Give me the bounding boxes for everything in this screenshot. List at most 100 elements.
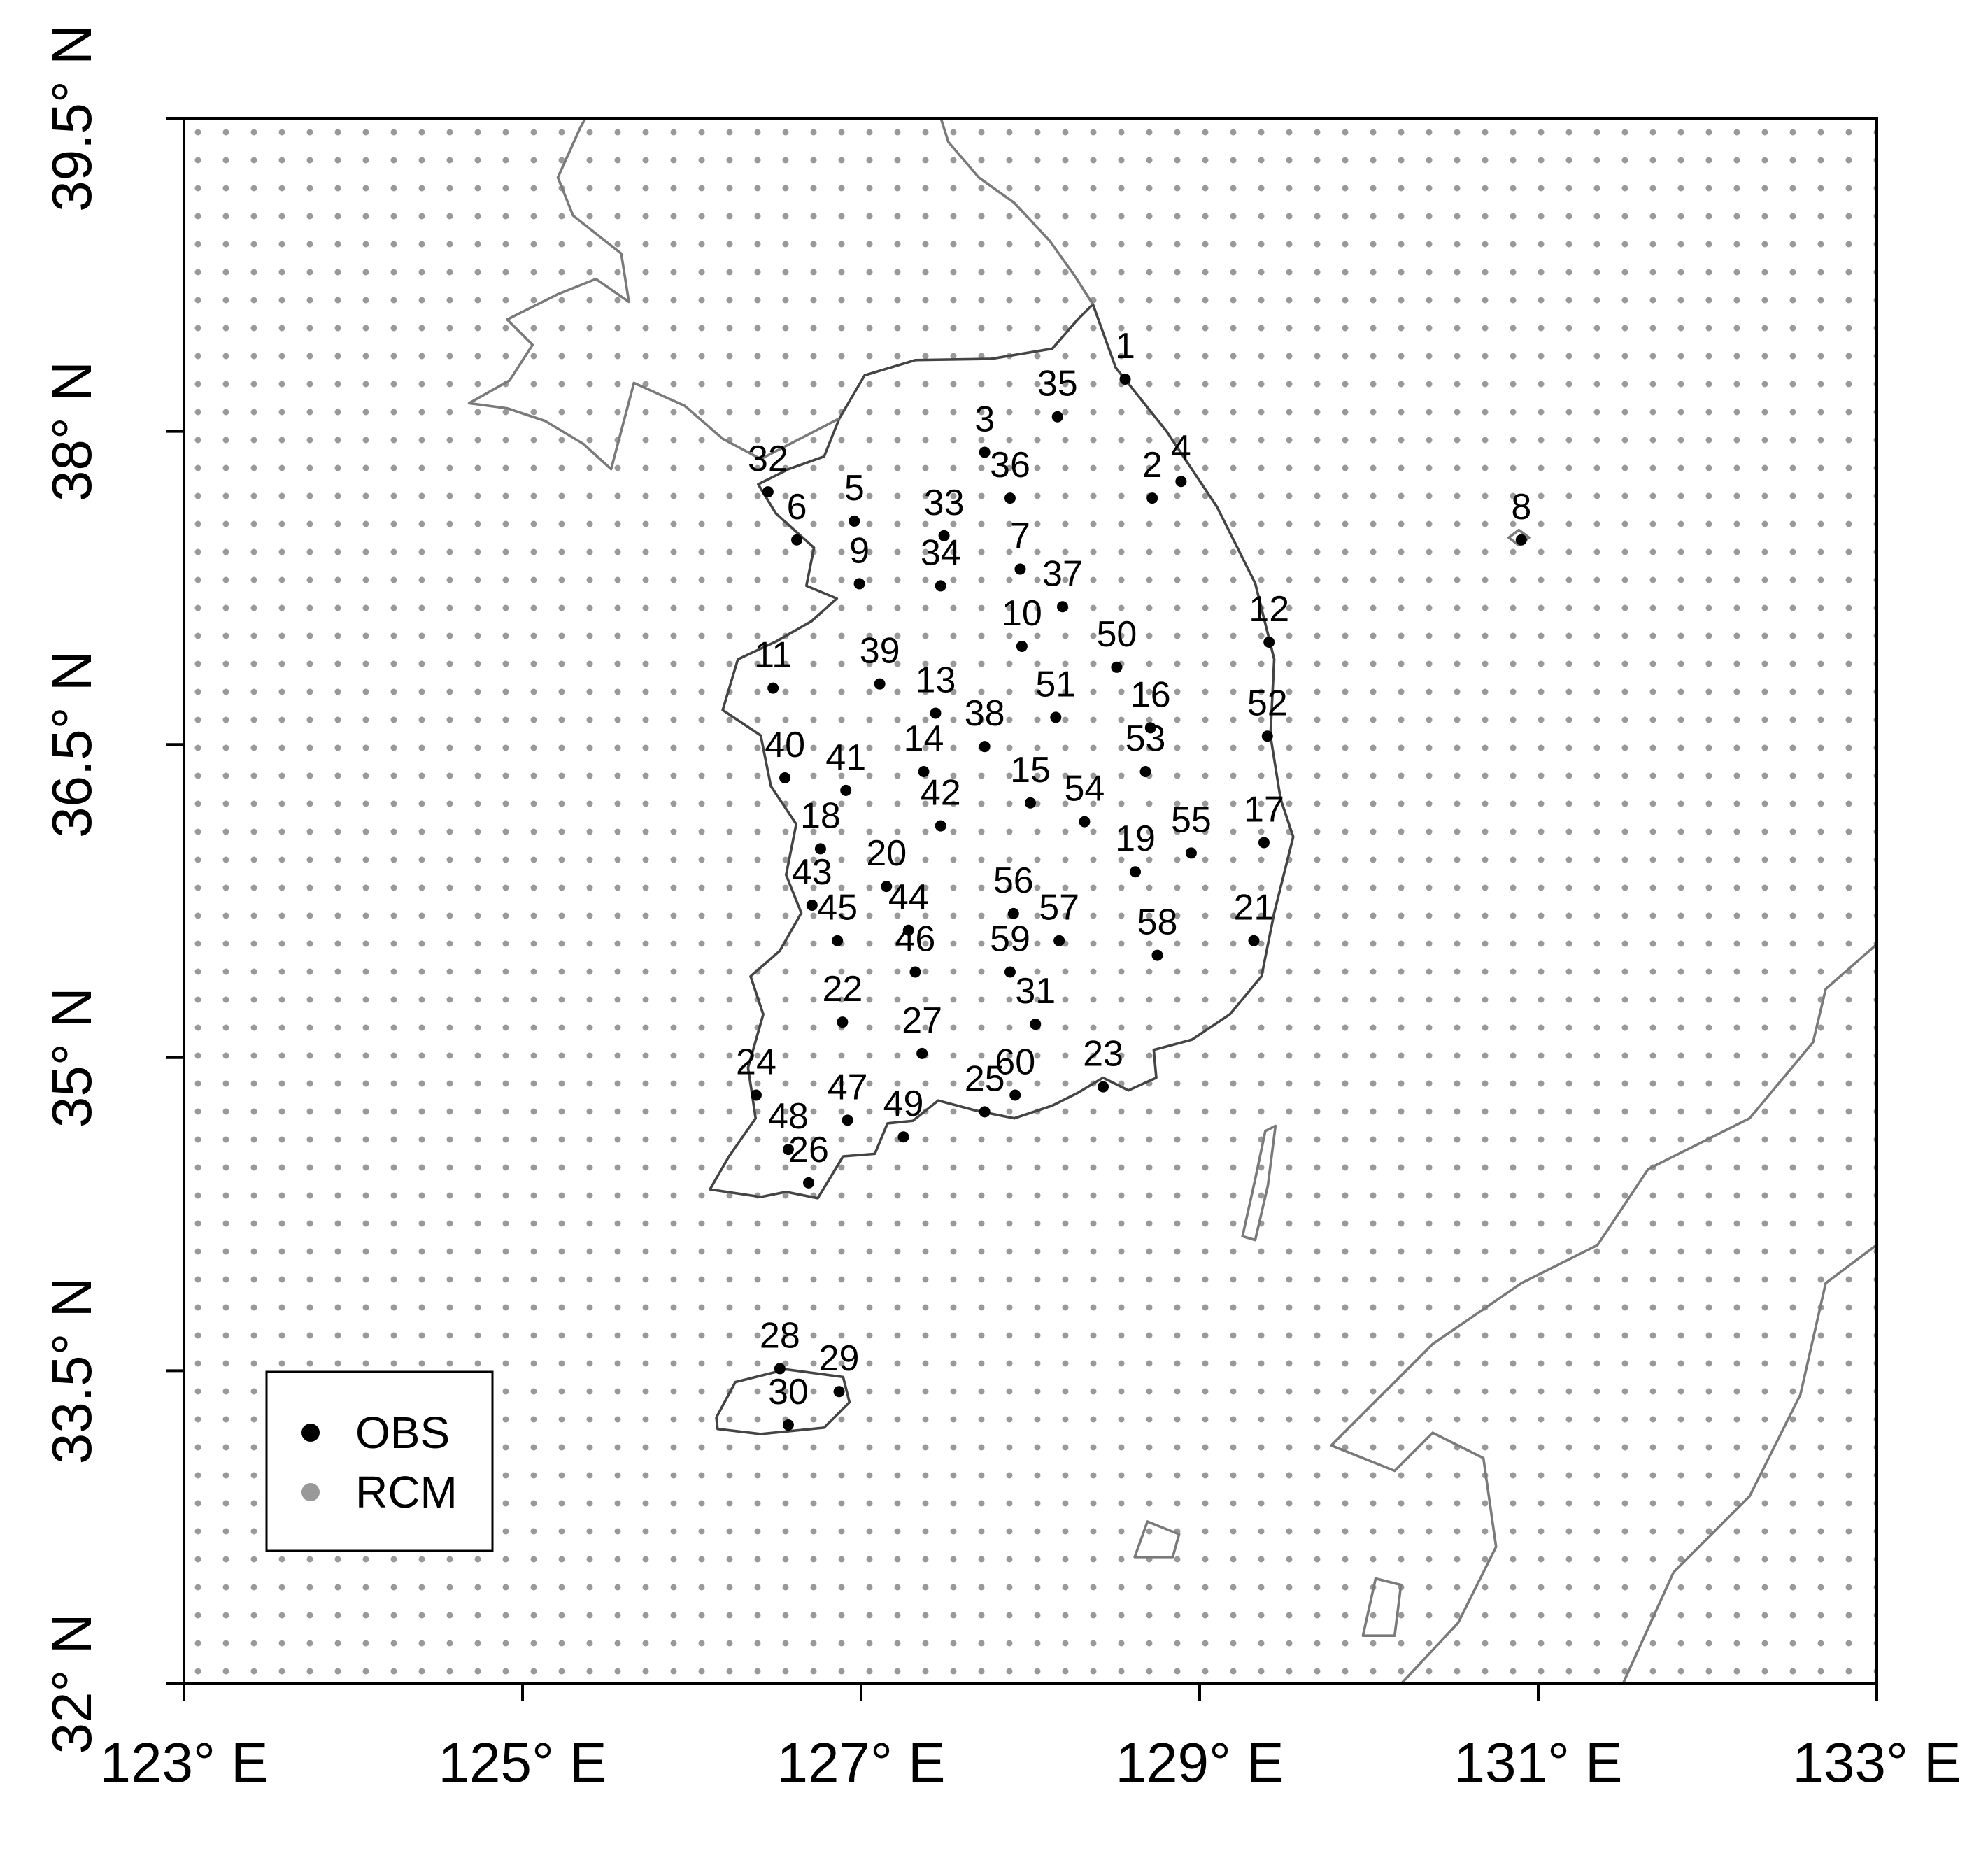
station-label: 35 <box>1037 364 1078 404</box>
station-point <box>750 1089 762 1101</box>
station-point <box>782 1144 794 1156</box>
station-point <box>1051 411 1063 423</box>
station-label: 59 <box>990 919 1030 959</box>
station-label: 1 <box>1115 326 1135 367</box>
station-label: 13 <box>916 660 956 700</box>
station-point <box>1004 966 1016 978</box>
station-point <box>842 1114 853 1126</box>
y-tick-label: 33.5° N <box>41 1277 103 1465</box>
station-point <box>918 765 930 777</box>
station-label: 38 <box>965 693 1005 734</box>
legend-label: RCM <box>355 1467 457 1517</box>
station-point <box>935 580 946 592</box>
station-label: 30 <box>768 1372 809 1412</box>
station-label: 44 <box>888 877 929 918</box>
station-point <box>1119 374 1131 385</box>
station-label: 16 <box>1130 674 1171 715</box>
station-label: 39 <box>860 631 900 672</box>
station-point <box>979 741 991 753</box>
legend-marker <box>301 1424 320 1442</box>
station-label: 18 <box>800 795 841 836</box>
station-point <box>909 966 921 978</box>
station-label: 2 <box>1142 445 1163 485</box>
station-point <box>1146 492 1158 504</box>
station-point <box>762 486 774 498</box>
station-point <box>1144 722 1156 734</box>
station-label: 49 <box>883 1084 924 1124</box>
x-tick-label: 127° E <box>776 1731 945 1794</box>
x-tick-label: 123° E <box>99 1731 268 1794</box>
station-label: 54 <box>1065 769 1105 809</box>
station-label: 37 <box>1042 553 1083 594</box>
y-tick-label: 35° N <box>41 987 103 1128</box>
station-point <box>979 446 991 458</box>
station-point <box>1111 661 1123 673</box>
coastlines <box>467 118 1877 1684</box>
station-point <box>1079 816 1091 828</box>
station-label: 6 <box>787 487 807 527</box>
station-label: 56 <box>993 860 1034 901</box>
station-label: 4 <box>1171 428 1191 469</box>
station-point <box>881 881 893 893</box>
station-label: 11 <box>754 635 792 676</box>
station-point <box>1030 1019 1042 1030</box>
station-point <box>1515 534 1527 546</box>
x-tick-label: 131° E <box>1454 1731 1622 1794</box>
station-point <box>902 924 914 936</box>
station-point <box>1007 907 1019 919</box>
station-point <box>1016 640 1028 652</box>
station-point <box>1053 935 1065 946</box>
ulleung <box>1507 528 1531 547</box>
tsushima <box>1241 1124 1277 1242</box>
station-label: 28 <box>760 1315 800 1356</box>
station-label: 45 <box>817 888 858 928</box>
station-point <box>779 772 791 783</box>
station-point <box>874 678 886 690</box>
station-point <box>1130 866 1142 878</box>
station-label: 31 <box>1015 971 1056 1012</box>
station-point <box>1025 797 1036 809</box>
station-label: 47 <box>828 1067 868 1107</box>
station-point <box>774 1363 786 1375</box>
station-point <box>916 1047 928 1059</box>
y-tick-label: 32° N <box>41 1614 103 1754</box>
station-label: 41 <box>825 737 866 778</box>
station-label: 21 <box>1234 888 1275 928</box>
station-label: 9 <box>849 530 869 571</box>
station-label: 42 <box>921 773 961 814</box>
station-point <box>791 534 803 546</box>
station-point <box>837 1016 849 1028</box>
station-label: 17 <box>1244 789 1284 830</box>
station-label: 46 <box>895 919 936 959</box>
x-tick-label: 125° E <box>438 1731 606 1794</box>
legend-marker <box>301 1483 320 1501</box>
y-tick-label: 39.5° N <box>41 24 103 212</box>
x-tick-label: 129° E <box>1115 1731 1284 1794</box>
station-label: 27 <box>902 1000 942 1041</box>
station-label: 26 <box>788 1130 829 1170</box>
station-label: 51 <box>1035 664 1076 704</box>
station-label: 36 <box>990 445 1030 485</box>
legend-label: OBS <box>355 1407 450 1458</box>
station-point <box>840 784 852 796</box>
station-label: 53 <box>1126 718 1166 759</box>
y-tick-label: 36.5° N <box>41 651 103 838</box>
station-label: 32 <box>748 439 788 479</box>
station-point <box>1248 935 1260 946</box>
station-point <box>849 515 860 527</box>
station-point <box>1139 765 1151 777</box>
station-label: 29 <box>819 1338 860 1379</box>
station-label: 48 <box>768 1096 809 1137</box>
station-label: 52 <box>1247 683 1288 723</box>
station-label: 14 <box>904 718 944 759</box>
station-point <box>814 843 826 855</box>
station-point <box>979 1106 991 1118</box>
station-label: 60 <box>995 1042 1035 1083</box>
station-label: 15 <box>1010 750 1051 790</box>
station-point <box>767 682 779 694</box>
station-label: 58 <box>1137 902 1178 943</box>
station-label: 7 <box>1010 516 1030 557</box>
station-label: 10 <box>1002 593 1042 634</box>
station-point <box>833 1386 845 1398</box>
station-point <box>782 1419 794 1431</box>
